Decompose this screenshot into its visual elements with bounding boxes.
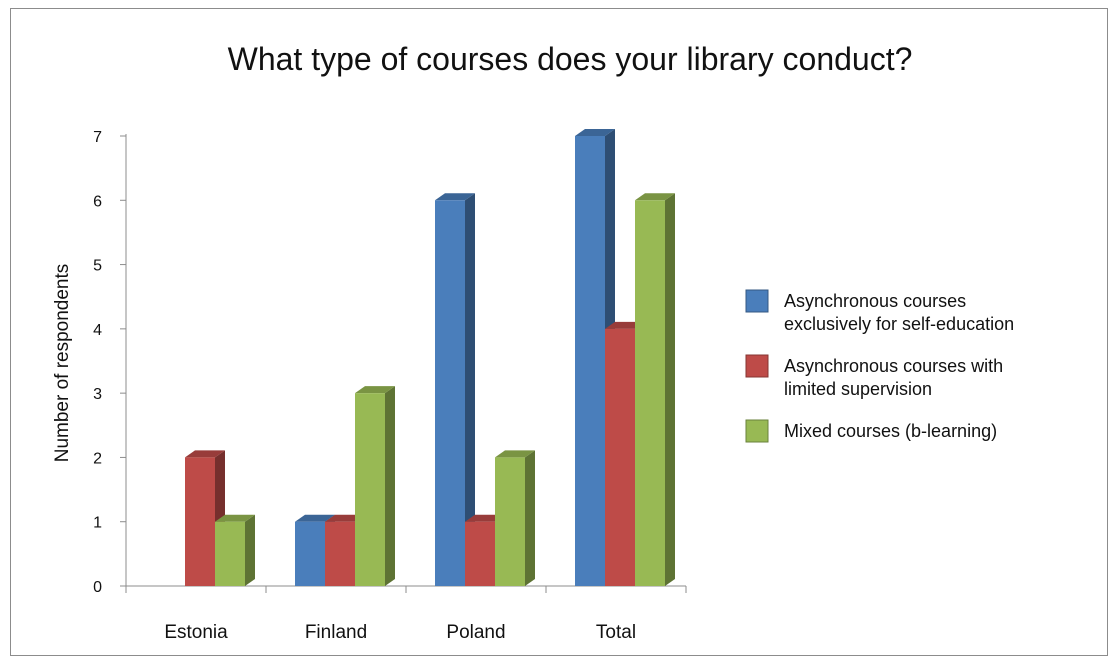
bar-front — [215, 521, 245, 586]
bar — [215, 514, 255, 586]
bar-side — [245, 514, 255, 586]
legend-swatch — [745, 419, 769, 443]
bar — [495, 450, 535, 586]
legend-label: Asynchronous courses — [784, 291, 966, 311]
bar-front — [495, 457, 525, 586]
legend-item: Asynchronous courses with limited supervi… — [745, 354, 1003, 399]
x-tick-label: Poland — [446, 622, 505, 643]
bar-front — [355, 393, 385, 586]
y-tick-label: 2 — [93, 450, 102, 467]
legend-label: Asynchronous courses with — [784, 356, 1003, 376]
legend: Asynchronous courses exclusively for self… — [745, 289, 1014, 443]
bar-top — [575, 129, 615, 136]
x-tick-label: Estonia — [164, 622, 228, 643]
bar-front — [185, 457, 215, 586]
y-tick-label: 5 — [93, 258, 102, 275]
legend-swatch — [745, 354, 769, 378]
bar-top — [355, 386, 395, 394]
bar-side — [465, 193, 475, 587]
bar-front — [325, 521, 355, 586]
bar-top — [215, 514, 255, 522]
y-tick-label: 7 — [93, 129, 102, 146]
bar-top — [495, 450, 535, 458]
x-tick-label: Finland — [305, 622, 367, 643]
bar-side — [665, 193, 675, 587]
legend-swatch — [745, 289, 769, 313]
bar-front — [435, 200, 465, 587]
legend-item: Asynchronous courses exclusively for self… — [745, 289, 1014, 334]
bar-front — [575, 136, 605, 586]
legend-label: Mixed courses (b-learning) — [784, 421, 997, 441]
bar — [435, 193, 475, 587]
bar-front — [635, 200, 665, 587]
y-tick-label: 4 — [93, 322, 102, 339]
bars — [185, 129, 675, 587]
bar-front — [295, 521, 325, 586]
y-tick-label: 3 — [93, 386, 102, 403]
bar-side — [525, 450, 535, 586]
x-tick-label: Total — [596, 622, 636, 643]
legend-item: Mixed courses (b-learning) — [745, 419, 997, 443]
bar-front — [605, 328, 635, 586]
y-tick-label: 0 — [93, 579, 102, 596]
legend-label: exclusively for self-education — [784, 314, 1014, 334]
chart-title: What type of courses does your library c… — [228, 41, 913, 77]
y-tick-label: 6 — [93, 193, 102, 210]
bar-side — [385, 386, 395, 586]
bar — [355, 386, 395, 586]
bar — [635, 193, 675, 587]
y-tick-label: 1 — [93, 515, 102, 532]
bar-front — [465, 521, 495, 586]
bar-top — [185, 450, 225, 458]
bar-top — [295, 514, 335, 522]
bar-top — [635, 193, 675, 201]
legend-label: limited supervision — [784, 379, 932, 399]
y-axis-label: Number of respondents — [52, 264, 73, 463]
bar-top — [435, 193, 475, 201]
